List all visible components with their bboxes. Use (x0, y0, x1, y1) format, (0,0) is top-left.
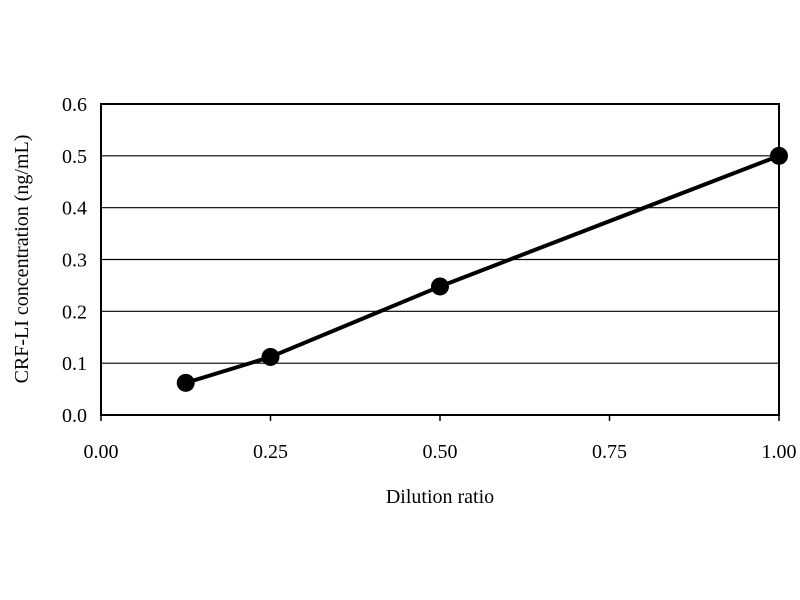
y-tick-label: 0.0 (62, 405, 87, 427)
series-line (185, 153, 780, 385)
x-tick-label: 0.50 (423, 441, 458, 463)
data-point (431, 277, 449, 296)
data-series (176, 146, 788, 392)
gridlines (101, 155, 779, 364)
data-point (176, 373, 195, 392)
x-tick-label: 1.00 (762, 441, 797, 463)
y-tick-label: 0.6 (62, 94, 87, 116)
data-point (770, 146, 788, 165)
y-tick-label: 0.3 (62, 250, 87, 272)
x-tick-label: 0.75 (592, 441, 627, 463)
y-tick-label: 0.5 (62, 146, 87, 168)
x-axis-title: Dilution ratio (386, 486, 494, 508)
data-point (261, 347, 280, 366)
y-axis-title: CRF-LI concentration (ng/mL) (11, 135, 33, 384)
x-tick-label: 0.00 (84, 441, 119, 463)
x-axis-ticks: 0.00 0.25 0.50 0.75 1.00 (84, 415, 797, 463)
y-tick-label: 0.4 (62, 198, 87, 220)
y-axis-ticks: 0.0 0.1 0.2 0.3 0.4 0.5 0.6 (62, 94, 87, 427)
x-tick-label: 0.25 (253, 441, 288, 463)
y-tick-label: 0.2 (62, 301, 87, 323)
y-tick-label: 0.1 (62, 353, 87, 375)
